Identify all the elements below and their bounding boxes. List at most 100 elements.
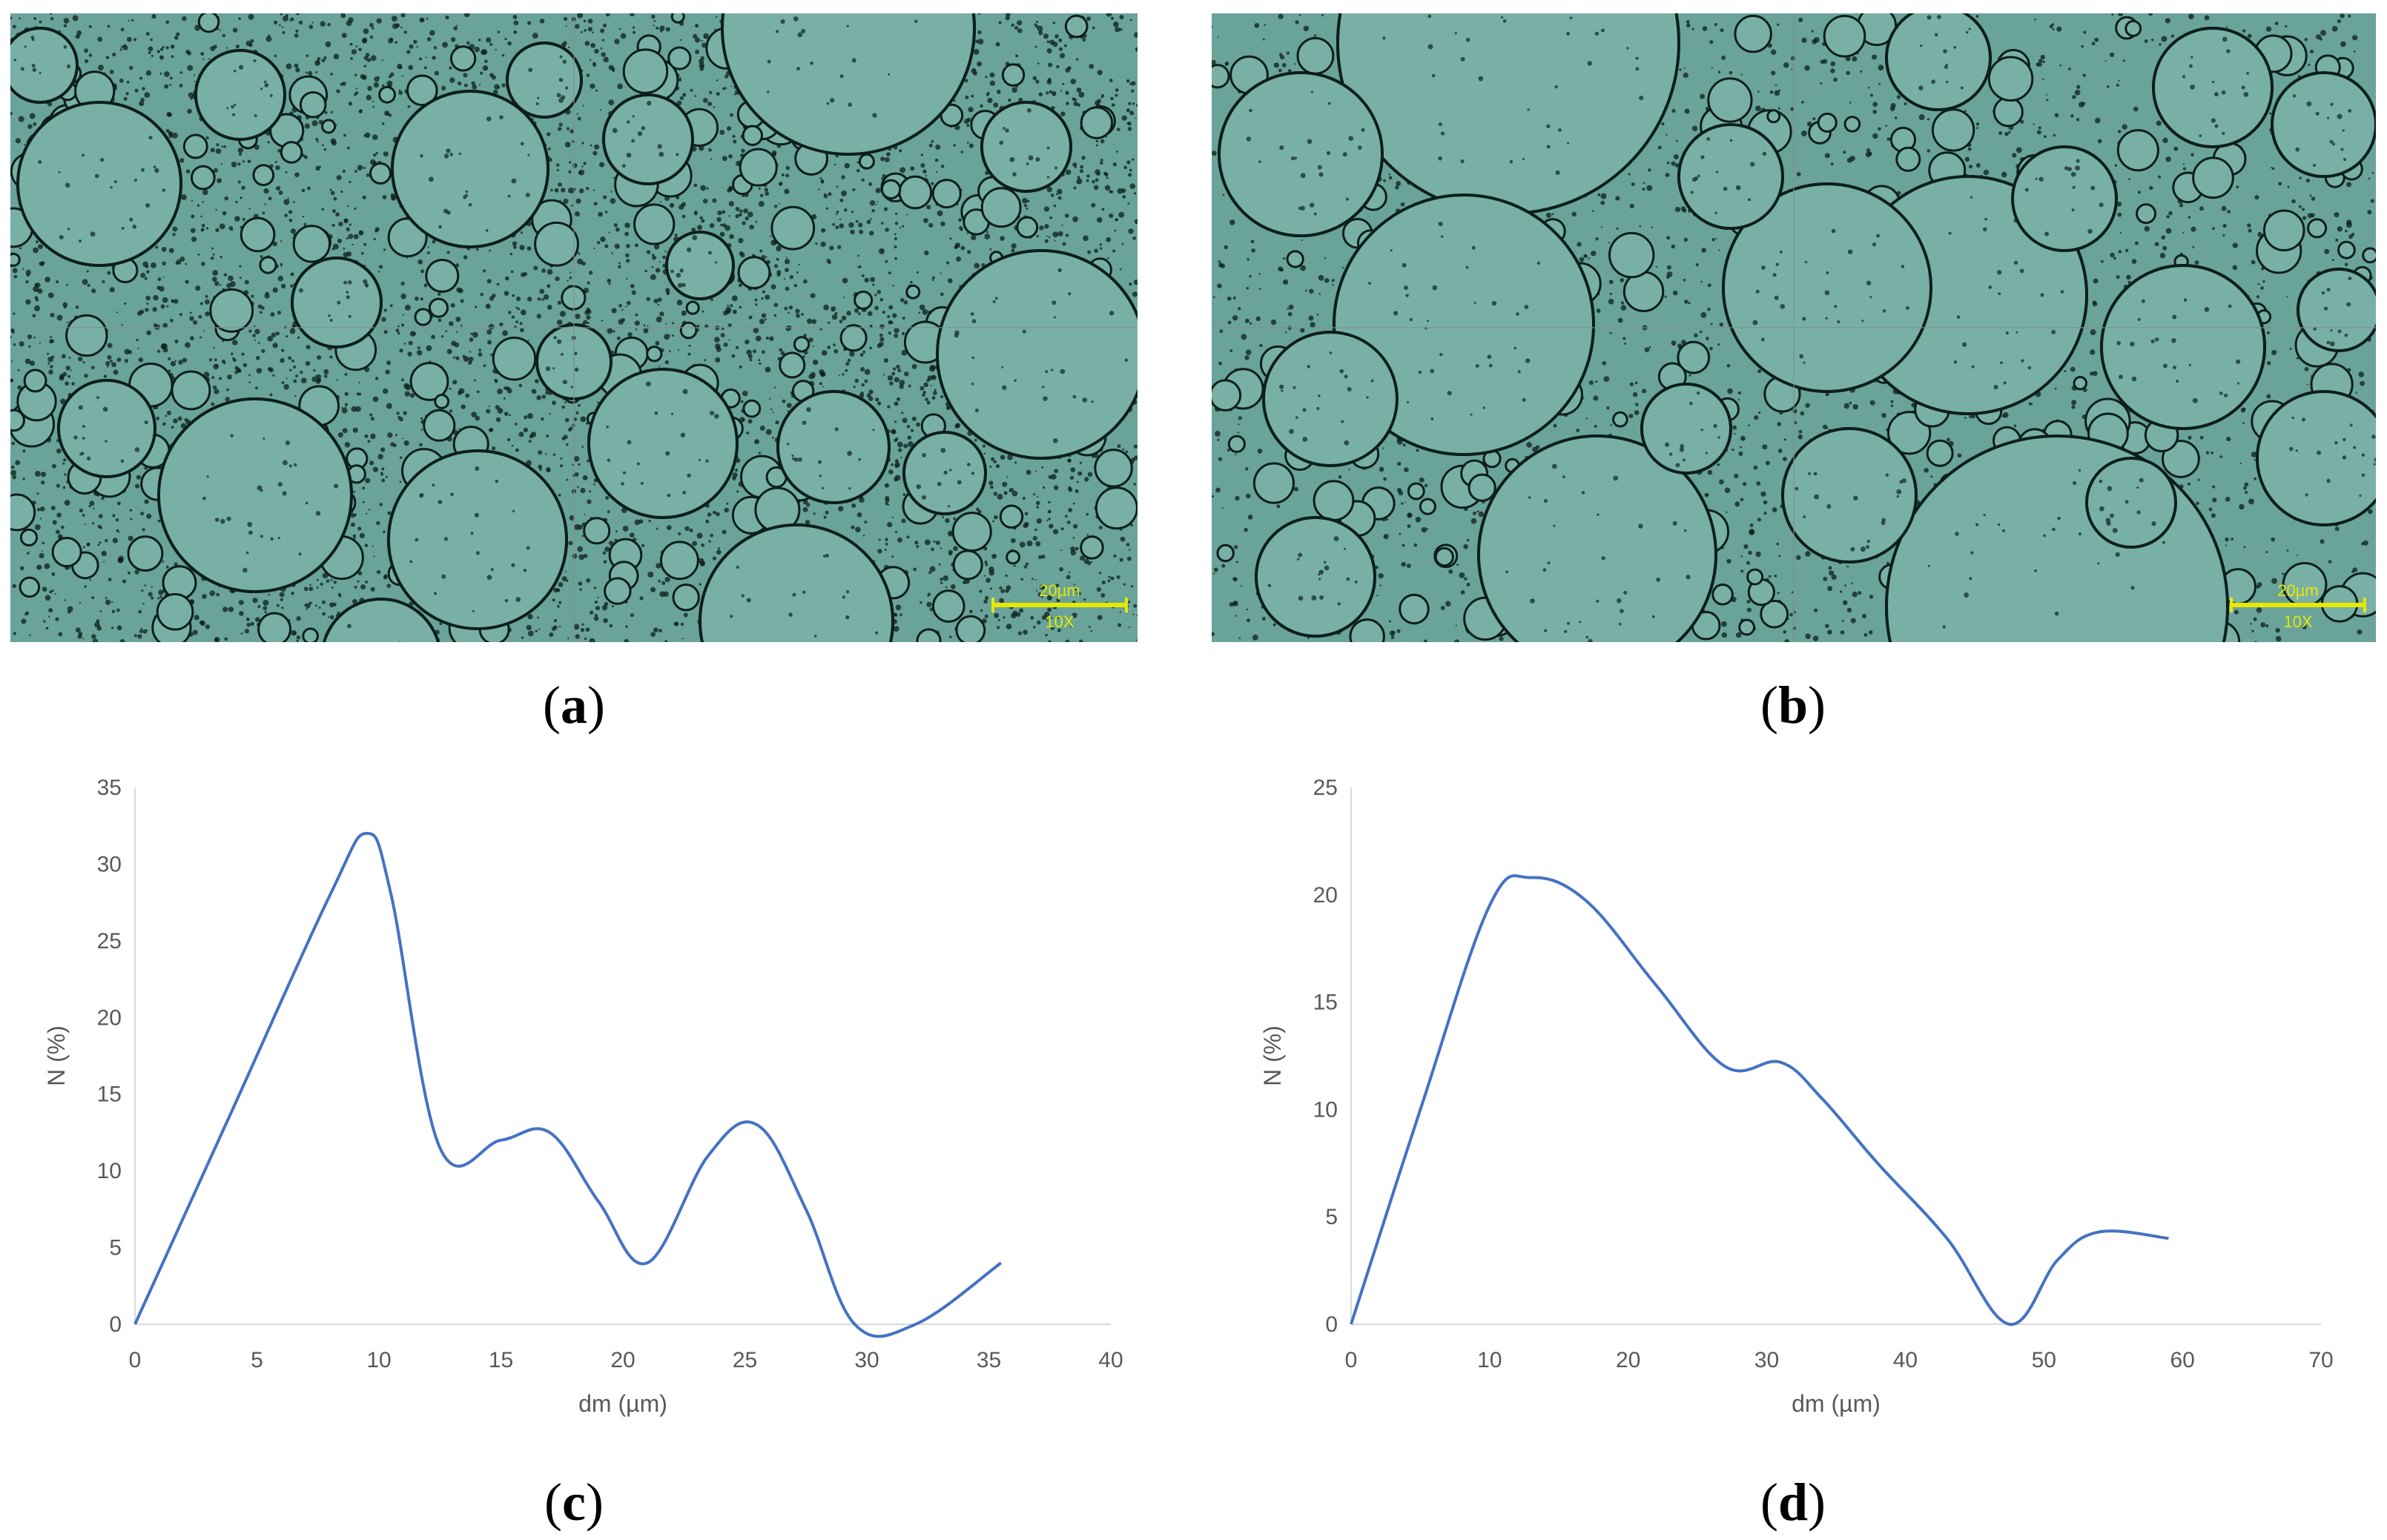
speckle xyxy=(626,300,631,305)
speckle xyxy=(52,520,57,525)
speckle xyxy=(1074,587,1077,591)
speckle xyxy=(920,163,925,168)
speckle xyxy=(463,73,468,78)
speckle xyxy=(507,41,512,46)
speckle xyxy=(409,393,415,398)
speckle xyxy=(730,304,733,308)
speckle xyxy=(268,593,270,596)
speckle xyxy=(264,203,267,205)
speckle xyxy=(940,292,944,297)
speckle xyxy=(1118,211,1125,218)
speckle xyxy=(989,466,992,468)
speckle xyxy=(1132,236,1137,240)
speckle xyxy=(1032,535,1037,541)
speckle xyxy=(922,393,925,397)
speckle xyxy=(604,211,608,214)
speckle xyxy=(565,417,569,423)
speckle xyxy=(857,266,859,268)
speckle xyxy=(381,467,385,471)
speckle xyxy=(173,418,178,423)
speckle xyxy=(235,200,238,204)
speckle xyxy=(260,255,263,259)
speckle xyxy=(376,569,381,575)
speckle xyxy=(747,354,753,359)
speckle xyxy=(720,223,723,227)
speckle xyxy=(771,437,774,439)
speckle xyxy=(99,610,102,612)
speckle xyxy=(1081,156,1086,160)
speckle xyxy=(12,475,17,480)
speckle xyxy=(399,456,403,459)
speckle xyxy=(954,245,958,250)
speckle xyxy=(171,426,174,429)
speckle xyxy=(747,419,753,424)
speckle xyxy=(1126,122,1130,125)
speckle xyxy=(1062,242,1066,246)
speckle xyxy=(214,636,220,642)
speckle xyxy=(523,427,529,433)
speckle xyxy=(527,630,534,637)
speckle xyxy=(138,357,144,363)
speckle xyxy=(908,384,911,388)
speckle xyxy=(308,601,312,605)
speckle xyxy=(63,18,70,24)
speckle xyxy=(107,343,113,348)
speckle xyxy=(894,459,899,463)
speckle xyxy=(858,222,863,228)
speckle xyxy=(142,602,145,605)
speckle xyxy=(381,122,385,125)
speckle xyxy=(10,378,14,382)
speckle xyxy=(281,381,285,384)
speckle xyxy=(958,218,963,222)
speckle xyxy=(458,428,460,430)
speckle xyxy=(1123,165,1127,170)
speckle xyxy=(50,506,56,511)
speckle xyxy=(374,76,380,82)
speckle xyxy=(870,277,876,282)
speckle xyxy=(1090,630,1093,632)
speckle xyxy=(456,287,462,293)
speckle xyxy=(323,148,327,151)
speckle xyxy=(662,255,666,260)
speckle xyxy=(728,201,735,207)
speckle xyxy=(72,15,79,22)
speckle xyxy=(564,142,571,148)
speckle xyxy=(625,253,630,258)
speckle xyxy=(47,356,53,363)
speckle xyxy=(600,236,606,242)
speckle xyxy=(25,299,31,305)
speckle xyxy=(1070,467,1076,473)
speckle xyxy=(364,543,369,547)
speckle xyxy=(940,221,945,227)
speckle xyxy=(1129,549,1131,551)
speckle xyxy=(366,173,370,177)
speckle xyxy=(653,24,655,27)
speckle xyxy=(746,349,752,355)
speckle xyxy=(308,24,314,30)
speckle xyxy=(322,600,326,604)
speckle xyxy=(1023,204,1028,208)
speckle xyxy=(386,403,392,409)
speckle xyxy=(815,242,818,245)
speckle xyxy=(590,83,595,89)
speckle xyxy=(626,277,628,280)
speckle xyxy=(578,463,581,466)
speckle xyxy=(125,92,129,96)
speckle xyxy=(12,268,18,274)
speckle xyxy=(197,253,200,256)
speckle xyxy=(34,305,40,311)
speckle xyxy=(859,366,865,372)
speckle xyxy=(482,65,489,71)
speckle xyxy=(1134,192,1137,195)
speckle xyxy=(1106,13,1112,17)
speckle xyxy=(1086,16,1092,22)
speckle xyxy=(145,295,151,301)
speckle xyxy=(666,525,672,530)
speckle xyxy=(185,262,188,265)
speckle xyxy=(398,417,403,421)
speckle xyxy=(157,519,161,523)
speckle xyxy=(469,351,472,353)
speckle xyxy=(831,308,833,311)
speckle xyxy=(518,432,524,437)
speckle xyxy=(13,312,16,315)
